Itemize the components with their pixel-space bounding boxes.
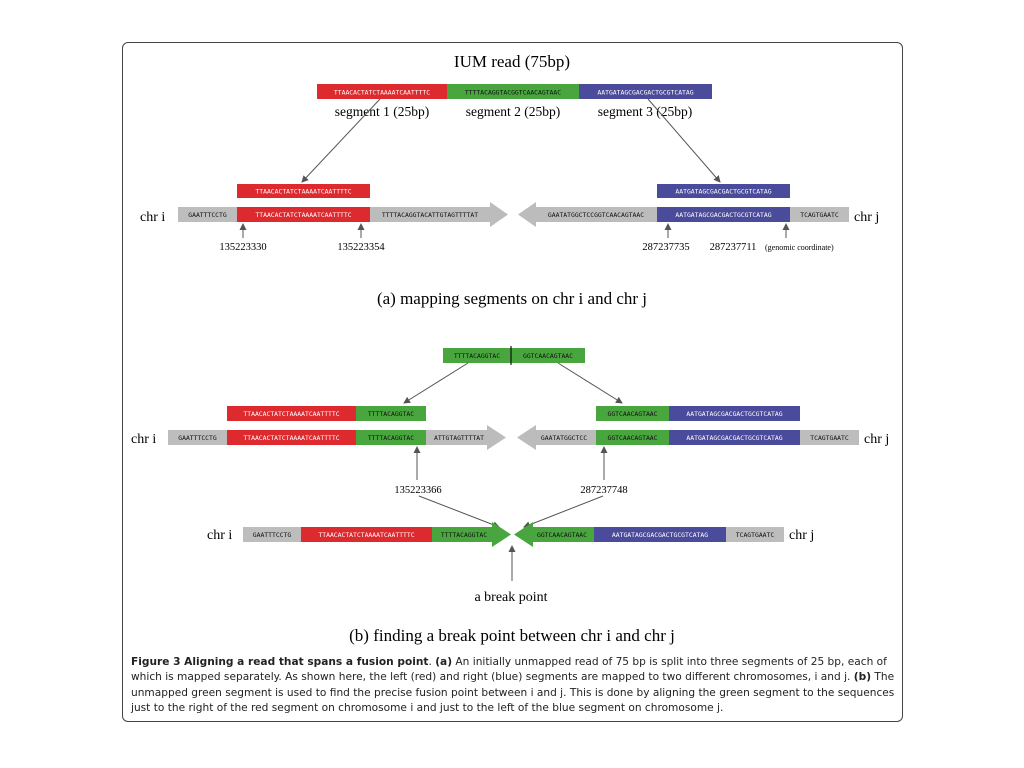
chr-j-flank-right-text: TCAGTGAATC — [800, 211, 839, 219]
chr-i-arrow — [370, 202, 508, 227]
fusion-blue — [594, 527, 726, 542]
caption-a-label: (a) — [435, 656, 453, 668]
green-split-bar — [443, 348, 585, 363]
chr-j-b-green-text: GGTCAACAGTAAC — [607, 434, 657, 442]
mapped-left-text: TTAACACTATCTAAAATCAATTTTC — [255, 188, 351, 196]
green-split-right: GGTCAACAGTAAC — [523, 352, 573, 360]
coord-j-start: 287237735 — [642, 242, 689, 253]
chr-i-label-b: chr i — [131, 432, 156, 447]
chr-j-label-a: chr j — [854, 210, 879, 225]
aligned-left-green-text: TTTTACAGGTAC — [368, 410, 414, 418]
fusion-green-left-text: TTTTACAGGTAC — [441, 531, 487, 539]
caption-text2: An initially unmapped read of 75 bp is s… — [131, 656, 887, 684]
caption-text3: The unmapped green segment is used to fi… — [131, 671, 895, 715]
read-segment-3 — [579, 84, 712, 99]
chr-j-flank-left-text: GAATATGGCTCCGGTCAACAGTAAC — [548, 211, 644, 219]
coord-j-end: 287237711 — [710, 242, 757, 253]
chr-j-label-b: chr j — [864, 432, 889, 447]
panel-a-caption: (a) mapping segments on chr i and chr j — [377, 289, 647, 308]
read-title: IUM read (75bp) — [454, 52, 570, 71]
caption-title: Figure 3 Aligning a read that spans a fu… — [131, 656, 429, 668]
fusion-gray-left-text: GAATTTCCTG — [253, 531, 292, 539]
fusion-gray-left — [243, 527, 301, 542]
chr-j-label-fusion: chr j — [789, 528, 814, 543]
aligned-right-green-text: GGTCAACAGTAAC — [607, 410, 657, 418]
chr-j-match-text: AATGATAGCGACGACTGCGTCATAG — [675, 211, 771, 219]
chr-j-b-green — [596, 430, 669, 445]
segment-3-label: segment 3 (25bp) — [598, 104, 692, 119]
chr-j-flank-right — [790, 207, 849, 222]
chr-j-b-blue-text: AATGATAGCGACGACTGCGTCATAG — [686, 434, 782, 442]
aligned-right-blue-text: AATGATAGCGACGACTGCGTCATAG — [686, 410, 782, 418]
chr-i-flank-right-text: TTTTACAGGTACATTGTAGTTTTAT — [382, 211, 478, 219]
chr-i-b-red — [227, 430, 356, 445]
break-point-label: a break point — [474, 590, 547, 605]
mapped-right-text: AATGATAGCGACGACTGCGTCATAG — [675, 188, 771, 196]
chr-j-b-flank-right-text: TCAGTGAATC — [810, 434, 849, 442]
chr-j-arrow — [518, 202, 657, 227]
chr-i-b-red-text: TTAACACTATCTAAAATCAATTTTC — [243, 434, 339, 442]
chr-j-b-arrow — [517, 425, 596, 450]
aligned-left-red — [227, 406, 356, 421]
figure-diagram: IUM read (75bp) TTAACACTATCTAAAATCAATTTT… — [131, 52, 889, 645]
chr-i-flank-left — [178, 207, 237, 222]
fusion-arrow-right — [523, 495, 604, 529]
chr-j-b-blue — [669, 430, 800, 445]
aligned-right-green — [596, 406, 669, 421]
chr-i-label-fusion: chr i — [207, 528, 232, 543]
chr-i-b-arrow — [426, 425, 506, 450]
map-arrow-left — [301, 98, 381, 183]
aligned-left-red-text: TTAACACTATCTAAAATCAATTTTC — [243, 410, 339, 418]
read-segment-1 — [317, 84, 447, 99]
chr-i-flank-left-text: GAATTTCCTG — [188, 211, 227, 219]
split-arrow-right — [557, 362, 623, 404]
coord-i-start: 135223330 — [219, 242, 266, 253]
chr-i-label-a: chr i — [140, 210, 165, 225]
aligned-right-blue — [669, 406, 800, 421]
figure-caption: Figure 3 Aligning a read that spans a fu… — [131, 655, 895, 717]
fusion-gray-right — [726, 527, 784, 542]
figure-frame — [122, 42, 903, 722]
fusion-green-right — [514, 522, 594, 547]
panel-b-caption: (b) finding a break point between chr i … — [349, 626, 675, 645]
chr-i-match — [237, 207, 370, 222]
chr-j-match — [657, 207, 790, 222]
green-segment-split: TTTTACAGGTAC GGTCAACAGTAAC — [443, 346, 585, 365]
segment-2-label: segment 2 (25bp) — [466, 104, 560, 119]
chr-i-b-flank-left-text: GAATTTCCTG — [178, 434, 217, 442]
coord-i-b: 135223366 — [394, 485, 441, 496]
mapped-segment-right — [657, 184, 790, 198]
fusion-green-left — [432, 522, 511, 547]
segment-1-label: segment 1 (25bp) — [335, 104, 429, 119]
chr-i-b-green-text: TTTTACAGGTAC — [368, 434, 414, 442]
green-split-left: TTTTACAGGTAC — [454, 352, 500, 360]
chr-i-b-flank-right-text: ATTGTAGTTTTAT — [434, 434, 484, 442]
coord-j-b: 287237748 — [580, 485, 627, 496]
read-seg3-text: AATGATAGCGACGACTGCGTCATAG — [597, 89, 693, 97]
fusion-blue-text: AATGATAGCGACGACTGCGTCATAG — [612, 531, 708, 539]
read-seg2-text: TTTTACAGGTACGGTCAACAGTAAC — [465, 89, 561, 97]
read-segment-2 — [447, 84, 579, 99]
aligned-left-green — [356, 406, 426, 421]
caption-b-label: (b) — [853, 671, 872, 684]
read-seg1-text: TTAACACTATCTAAAATCAATTTTC — [334, 89, 430, 97]
fusion-red — [301, 527, 432, 542]
ium-read: TTAACACTATCTAAAATCAATTTTC TTTTACAGGTACGG… — [317, 84, 712, 99]
mapped-segment-left — [237, 184, 370, 198]
caption-text1: . — [428, 656, 436, 668]
chr-i-b-flank-left — [168, 430, 227, 445]
genomic-coordinate-note: (genomic coordinate) — [765, 243, 834, 252]
fusion-red-text: TTAACACTATCTAAAATCAATTTTC — [318, 531, 414, 539]
chr-j-b-flank-left-text: GAATATGGCTCC — [541, 434, 587, 442]
chr-i-match-text: TTAACACTATCTAAAATCAATTTTC — [255, 211, 351, 219]
fusion-green-right-text: GGTCAACAGTAAC — [537, 531, 587, 539]
chr-j-b-flank-right — [800, 430, 859, 445]
coord-i-end: 135223354 — [337, 242, 385, 253]
split-arrow-left — [403, 362, 469, 404]
chr-i-b-green — [356, 430, 426, 445]
map-arrow-right — [647, 98, 721, 183]
fusion-arrow-left — [418, 495, 500, 529]
fusion-gray-right-text: TCAGTGAATC — [736, 531, 775, 539]
